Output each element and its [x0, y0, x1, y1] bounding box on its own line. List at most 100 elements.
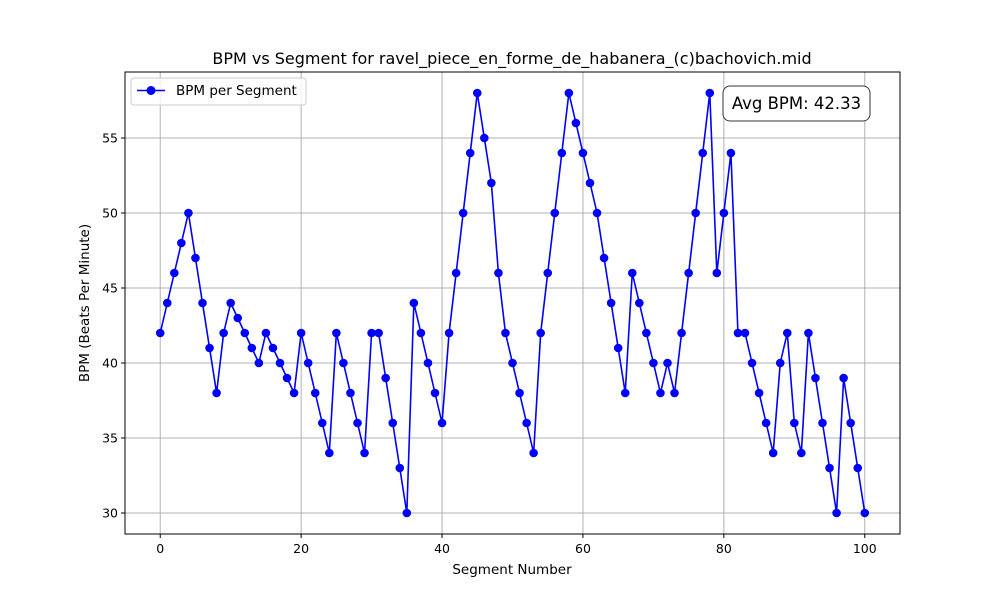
data-point: [515, 388, 524, 398]
data-point: [670, 388, 679, 398]
plot-frame: [124, 71, 901, 535]
data-point: [839, 373, 848, 383]
avg-annotation-box: [722, 85, 871, 122]
data-point: [705, 88, 715, 98]
legend-label: BPM per Segment: [176, 83, 297, 99]
data-point: [261, 328, 271, 338]
data-point: [818, 418, 827, 428]
data-point: [451, 268, 461, 278]
x-tick-label: 100: [853, 541, 877, 556]
data-point: [268, 343, 278, 353]
data-point: [684, 268, 693, 278]
data-point: [487, 178, 496, 188]
data-point: [825, 463, 834, 473]
data-point: [494, 268, 503, 278]
data-point: [550, 208, 560, 218]
x-tick-label: 60: [575, 541, 591, 556]
data-point: [388, 418, 398, 428]
data-point: [811, 373, 820, 383]
data-point: [346, 388, 355, 398]
data-point-layer: [155, 88, 870, 518]
data-point: [832, 508, 841, 518]
data-point: [296, 328, 306, 338]
avg-annotation-text: Avg BPM: 42.33: [732, 94, 861, 113]
data-point: [289, 388, 299, 398]
data-point: [191, 253, 200, 263]
data-point: [635, 298, 644, 308]
data-point: [465, 148, 475, 158]
data-point: [184, 208, 193, 218]
data-point: [578, 148, 588, 158]
data-point: [564, 88, 574, 98]
data-point: [740, 328, 750, 338]
data-point: [367, 328, 376, 338]
data-point: [698, 148, 708, 158]
data-point: [712, 268, 722, 278]
data-point: [170, 268, 179, 278]
data-point: [198, 298, 207, 308]
chart-title: BPM vs Segment for ravel_piece_en_forme_…: [212, 49, 811, 69]
data-point: [458, 208, 468, 218]
y-tick-label: 35: [102, 431, 118, 446]
data-point: [606, 298, 616, 308]
data-point: [642, 328, 651, 338]
data-point: [162, 298, 172, 308]
legend-marker-swatch: [146, 86, 156, 95]
data-point: [592, 208, 602, 218]
data-point: [437, 418, 447, 428]
data-point: [254, 358, 264, 368]
y-tick-label: 50: [102, 206, 118, 221]
data-point: [853, 463, 863, 473]
data-point: [430, 388, 440, 398]
data-point: [536, 328, 545, 338]
data-point: [480, 133, 489, 143]
data-point: [374, 328, 383, 338]
y-tick-label: 30: [102, 506, 118, 521]
data-point: [381, 373, 390, 383]
x-tick-label: 0: [156, 541, 164, 556]
data-point: [240, 328, 250, 338]
grid-lines: [125, 72, 900, 534]
data-point: [733, 328, 743, 338]
y-axis-label: BPM (Beats Per Minute): [77, 224, 93, 382]
data-point: [677, 328, 686, 338]
data-point: [212, 388, 221, 398]
data-point: [395, 463, 405, 473]
y-tick-label: 55: [102, 131, 118, 146]
data-point: [804, 328, 813, 338]
x-tick-label: 80: [716, 541, 732, 556]
y-tick-label: 40: [102, 356, 118, 371]
data-point: [155, 328, 165, 338]
data-point: [444, 328, 454, 338]
data-point: [275, 358, 285, 368]
data-point: [423, 358, 433, 368]
x-tick-label: 40: [434, 541, 450, 556]
data-point: [501, 328, 510, 338]
data-point: [782, 328, 792, 338]
y-tick-label: 45: [102, 281, 118, 296]
data-point: [339, 358, 348, 368]
data-point: [797, 448, 806, 458]
data-point: [402, 508, 412, 518]
data-point: [226, 298, 235, 308]
data-point: [233, 313, 243, 323]
data-point: [325, 448, 334, 458]
data-point: [409, 298, 419, 308]
data-point: [656, 388, 665, 398]
data-point: [282, 373, 292, 383]
data-point: [529, 448, 538, 458]
axis-ticks: 0 20 40 60 80 100 30 35 40 45 50 55: [102, 131, 877, 557]
data-point: [472, 88, 482, 98]
data-point: [627, 268, 637, 278]
legend-box: [130, 77, 307, 106]
x-tick-label: 20: [293, 541, 309, 556]
data-point: [754, 388, 764, 398]
data-point: [775, 358, 785, 368]
data-point: [719, 208, 729, 218]
data-point: [360, 448, 369, 458]
data-point: [557, 148, 567, 158]
data-point: [768, 448, 778, 458]
data-point: [522, 418, 531, 428]
data-point: [846, 418, 855, 428]
data-point: [860, 508, 870, 518]
